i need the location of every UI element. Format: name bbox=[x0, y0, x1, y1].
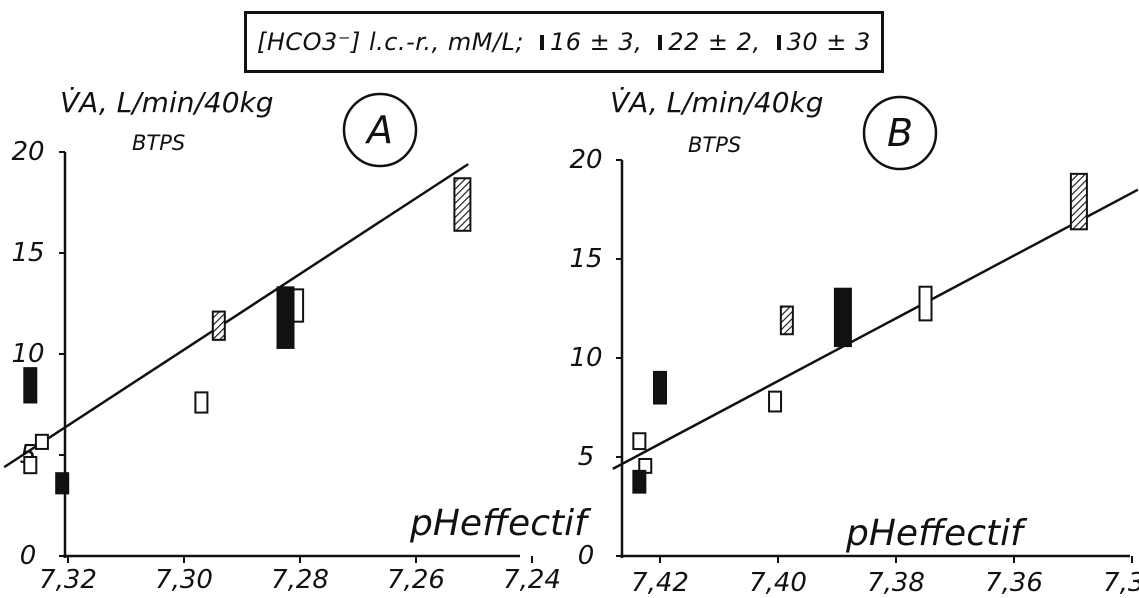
x-tick-label: 7,38 bbox=[867, 568, 925, 598]
regression-line bbox=[3, 163, 469, 469]
panel-b: 0 5 10 15 20 7,42 7,40 7,38 7,36 7,34 V̇A, L/min/4… bbox=[569, 86, 1139, 598]
x-axis-label: pHeffectif bbox=[409, 503, 592, 544]
panel-label-circle bbox=[342, 92, 418, 168]
y-axis-label: V̇A, L/min/40kg bbox=[610, 86, 824, 119]
x-tick-label: 7,28 bbox=[271, 565, 329, 595]
legend-swatch-solid bbox=[776, 34, 781, 50]
y-tick-label: 10 bbox=[569, 343, 602, 373]
y-tick-label: 0 bbox=[578, 541, 595, 571]
data-point-bar bbox=[194, 391, 209, 414]
data-point-bar bbox=[632, 469, 647, 494]
data-point-bar bbox=[779, 305, 794, 336]
x-tick-label: 7,24 bbox=[503, 565, 561, 595]
data-point-bar bbox=[632, 432, 647, 451]
y-tick-label: 20 bbox=[569, 145, 602, 175]
panel-label: B bbox=[887, 111, 913, 155]
y-axis-label: V̇A, L/min/40kg bbox=[60, 86, 274, 119]
x-tick-label: 7,30 bbox=[155, 565, 213, 595]
y-tick-label: 5 bbox=[578, 442, 595, 472]
x-tick-label: 7,40 bbox=[749, 568, 807, 598]
y-tick-label: 10 bbox=[11, 339, 44, 369]
y-axis-unit: BTPS bbox=[132, 131, 185, 155]
legend-entry-22: 22 ± 2, bbox=[668, 28, 761, 56]
legend-entry-16: 16 ± 3, bbox=[549, 28, 643, 56]
data-point-bar bbox=[1069, 172, 1088, 231]
x-axis-label: pHeffectif bbox=[845, 513, 1028, 554]
x-tick-label: 7,26 bbox=[387, 565, 445, 595]
data-point-bar bbox=[55, 472, 70, 495]
panel-label-circle bbox=[862, 95, 938, 171]
legend-row: [HCO3⁻] l.c.-r., mM/L; 16 ± 3, 22 ± 2, 3… bbox=[257, 20, 871, 64]
data-point-bar bbox=[34, 433, 49, 450]
x-tick-label: 7,36 bbox=[985, 568, 1043, 598]
legend-title: [HCO3⁻] l.c.-r., mM/L; bbox=[257, 28, 524, 56]
y-tick-label: 15 bbox=[11, 238, 44, 268]
legend: [HCO3⁻] l.c.-r., mM/L; 16 ± 3, 22 ± 2, 3… bbox=[244, 11, 884, 73]
y-tick-label: 0 bbox=[20, 541, 37, 571]
data-point-bar bbox=[23, 456, 38, 475]
x-tick-label: 7,34 bbox=[1103, 568, 1139, 598]
legend-swatch-open bbox=[658, 34, 663, 50]
x-tick-label: 7,42 bbox=[631, 568, 689, 598]
data-point-bar bbox=[768, 390, 783, 413]
y-tick-label: 20 bbox=[11, 137, 44, 167]
panel-label: A bbox=[364, 108, 393, 152]
y-tick-label: 15 bbox=[569, 244, 602, 274]
data-point-bar bbox=[918, 285, 933, 322]
y-axis-unit: BTPS bbox=[688, 133, 741, 157]
data-point-bar bbox=[211, 310, 226, 341]
data-point-bar bbox=[23, 367, 38, 404]
legend-entry-30: 30 ± 3 bbox=[786, 28, 871, 56]
panel-a: 0 5 10 15 20 7,32 7,30 7,28 7,26 7,24 V̇A, L/min/4… bbox=[3, 86, 592, 595]
x-tick-label: 7,32 bbox=[39, 565, 97, 595]
data-point-bar bbox=[276, 286, 295, 349]
legend-swatch-hatched bbox=[539, 34, 544, 50]
regression-line bbox=[612, 188, 1139, 470]
data-point-bar bbox=[833, 287, 852, 348]
data-point-bar bbox=[653, 370, 667, 405]
data-point-bar bbox=[453, 177, 472, 232]
